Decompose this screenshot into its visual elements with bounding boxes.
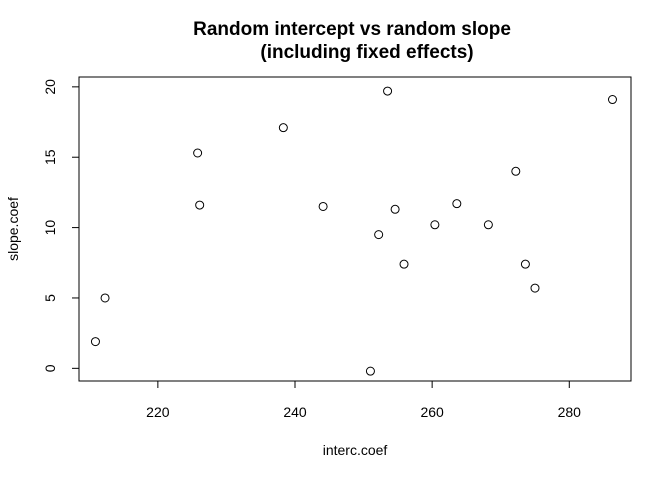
x-tick-label: 260 [420, 404, 444, 420]
plot-frame [78, 76, 632, 382]
data-point [193, 148, 203, 158]
data-point [374, 230, 384, 240]
data-point [530, 283, 540, 293]
data-point [511, 166, 521, 176]
data-point [365, 366, 375, 376]
data-point [100, 293, 110, 303]
data-point [430, 220, 440, 230]
data-point [278, 123, 288, 133]
data-point [483, 220, 493, 230]
data-point [195, 200, 205, 210]
x-axis: 220 240 260 280 [146, 380, 582, 420]
data-point [520, 259, 530, 269]
data-point [383, 86, 393, 96]
x-tick-label: 220 [146, 404, 170, 420]
data-point [390, 204, 400, 214]
y-tick-label: 5 [42, 294, 58, 302]
data-point [452, 199, 462, 209]
data-point [318, 201, 328, 211]
y-tick-label: 15 [42, 149, 58, 165]
y-axis-label: slope.coef [5, 197, 21, 261]
x-tick-label: 280 [558, 404, 582, 420]
chart-title-line-2: (including fixed effects) [260, 42, 473, 63]
x-axis-label: interc.coef [323, 442, 388, 458]
x-tick-label: 240 [283, 404, 307, 420]
data-point [399, 259, 409, 269]
y-tick-label: 10 [42, 220, 58, 236]
y-tick-label: 20 [42, 79, 58, 95]
data-point [90, 337, 100, 347]
chart-title-line-1: Random intercept vs random slope [193, 19, 511, 40]
data-points [90, 86, 617, 376]
y-axis: 0 5 10 15 20 [42, 79, 80, 372]
data-point [607, 95, 617, 105]
y-tick-label: 0 [42, 364, 58, 372]
